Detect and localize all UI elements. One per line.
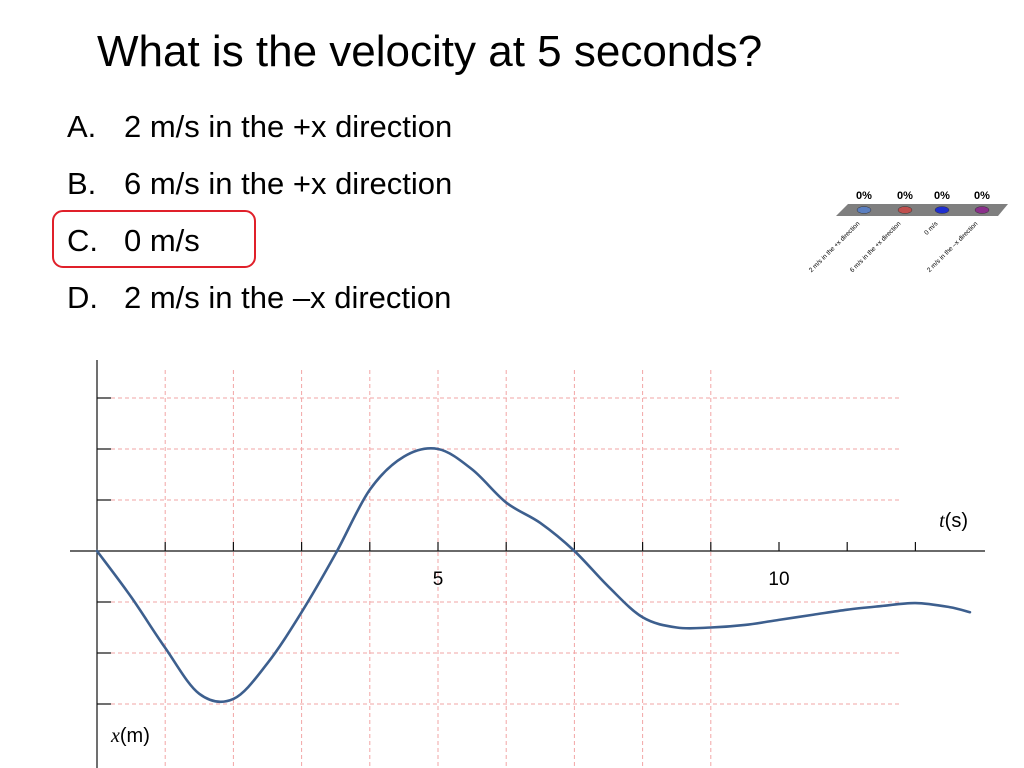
choice-text: 2 m/s in the +x direction <box>124 109 453 144</box>
x-tick-label: 10 <box>768 569 789 590</box>
choice-c[interactable]: C. 0 m/s <box>67 218 452 275</box>
poll-dot <box>974 206 990 214</box>
poll-dot <box>934 206 950 214</box>
choice-text: 2 m/s in the –x direction <box>124 280 452 315</box>
answer-choices: A. 2 m/s in the +x direction B. 6 m/s in… <box>67 104 452 332</box>
poll-result-label: 0% <box>974 190 990 202</box>
position-time-graph: 5 10 t(s) x(m) <box>70 360 985 768</box>
x-axis-label: t(s) <box>939 510 968 532</box>
poll-result-label: 0% <box>856 190 872 202</box>
question-title: What is the velocity at 5 seconds? <box>97 27 763 76</box>
choice-letter: C. <box>67 223 98 258</box>
y-axis-label: x(m) <box>110 725 150 747</box>
poll-dot <box>856 206 872 214</box>
position-curve <box>95 447 972 704</box>
choice-d[interactable]: D. 2 m/s in the –x direction <box>67 275 452 332</box>
choice-letter: D. <box>67 280 98 315</box>
choice-a[interactable]: A. 2 m/s in the +x direction <box>67 104 452 161</box>
choice-b[interactable]: B. 6 m/s in the +x direction <box>67 161 452 218</box>
choice-letter: B. <box>67 166 97 201</box>
poll-platform <box>836 204 1008 216</box>
choice-text: 6 m/s in the +x direction <box>124 166 453 201</box>
x-tick-label: 5 <box>433 569 444 590</box>
poll-result-label: 0% <box>897 190 913 202</box>
poll-choice-label: 0 m/s <box>923 220 940 237</box>
poll-result-label: 0% <box>934 190 950 202</box>
choice-letter: A. <box>67 109 97 144</box>
correct-answer-highlight <box>52 210 256 268</box>
poll-dot <box>897 206 913 214</box>
choice-text: 0 m/s <box>124 223 200 258</box>
